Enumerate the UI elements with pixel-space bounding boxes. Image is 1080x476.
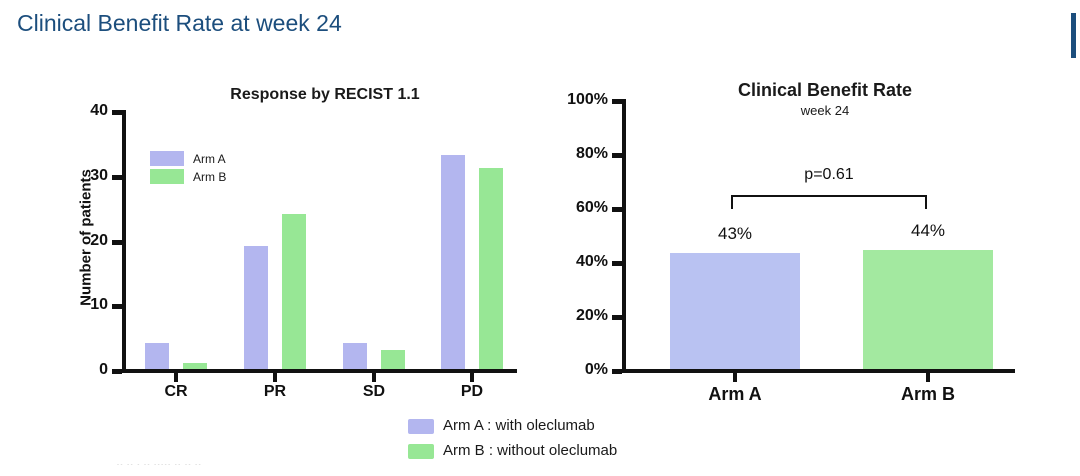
- right-ytick-20: [612, 315, 622, 320]
- right-ytick-label-80: 80%: [575, 145, 608, 162]
- right-xtick-arm-a: [733, 373, 737, 382]
- bottom-legend-label-0: Arm A : with oleclumab: [443, 417, 595, 434]
- p-value-label: p=0.61: [804, 166, 854, 183]
- left-ytick-0: [112, 369, 122, 374]
- bottom-legend-swatch-0: [408, 419, 434, 434]
- bar-cbr-arm-a: [670, 253, 800, 369]
- left-xtick-label-sd: SD: [362, 383, 386, 400]
- right-ytick-0: [612, 369, 622, 374]
- right-chart-y-axis: [622, 99, 626, 373]
- right-ytick-label-0: 0%: [584, 361, 608, 378]
- left-legend-label-arm-b: Arm B: [193, 170, 227, 184]
- left-chart-title: Response by RECIST 1.1: [230, 86, 420, 103]
- bar-cbr-arm-b: [863, 250, 993, 369]
- left-ytick-label-30: 30: [90, 167, 108, 184]
- right-chart-title: Clinical Benefit Rate: [737, 80, 913, 100]
- right-ytick-label-60: 60%: [575, 199, 608, 216]
- right-ytick-label-100: 100%: [567, 91, 608, 108]
- right-xtick-arm-b: [926, 373, 930, 382]
- left-legend-swatch-arm-a: [150, 151, 184, 166]
- bar-arm-b-pr: [282, 214, 306, 369]
- p-value-bracket-right-end: [925, 195, 927, 209]
- right-ytick-60: [612, 207, 622, 212]
- right-ytick-40: [612, 261, 622, 266]
- left-xtick-label-pr: PR: [263, 383, 287, 400]
- bottom-legend-label-1: Arm B : without oleclumab: [443, 442, 618, 459]
- left-ytick-20: [112, 240, 122, 245]
- right-chart-subtitle: week 24: [800, 103, 850, 118]
- left-xtick-pd: [470, 373, 474, 382]
- p-value-bracket-left-end: [731, 195, 733, 209]
- right-ytick-80: [612, 153, 622, 158]
- right-ytick-100: [612, 99, 622, 104]
- left-legend-label-arm-a: Arm A: [193, 152, 226, 166]
- bar-value-label-arm-a: 43%: [717, 224, 753, 243]
- bar-arm-b-sd: [381, 350, 405, 369]
- bar-arm-b-cr: [183, 363, 207, 369]
- bar-arm-a-sd: [343, 343, 367, 369]
- bar-arm-a-cr: [145, 343, 169, 369]
- slide-title: Clinical Benefit Rate at week 24: [17, 10, 342, 36]
- left-ytick-30: [112, 175, 122, 180]
- left-xtick-cr: [174, 373, 178, 382]
- left-ytick-40: [112, 110, 122, 115]
- right-ytick-label-20: 20%: [575, 307, 608, 324]
- left-ytick-label-0: 0: [99, 361, 108, 378]
- left-ytick-10: [112, 304, 122, 309]
- bar-arm-b-pd: [479, 168, 503, 369]
- right-xtick-label-arm-a: Arm A: [708, 384, 762, 404]
- left-ytick-label-20: 20: [90, 232, 108, 249]
- right-xtick-label-arm-b: Arm B: [900, 384, 955, 404]
- left-ytick-label-40: 40: [90, 102, 108, 119]
- left-xtick-label-pd: PD: [460, 383, 484, 400]
- left-chart-y-axis: [122, 110, 126, 373]
- bar-arm-a-pd: [441, 155, 465, 369]
- bar-arm-a-pr: [244, 246, 268, 369]
- left-chart-x-axis: [122, 369, 517, 373]
- p-value-bracket: [731, 195, 927, 197]
- right-ytick-label-40: 40%: [575, 253, 608, 270]
- left-xtick-pr: [273, 373, 277, 382]
- bar-value-label-arm-b: 44%: [910, 221, 946, 240]
- watermark: -- -- - -- ----- -- -- --: [117, 462, 203, 468]
- left-ytick-label-10: 10: [90, 296, 108, 313]
- right-chart-x-axis: [622, 369, 1015, 373]
- left-xtick-label-cr: CR: [164, 383, 188, 400]
- left-xtick-sd: [372, 373, 376, 382]
- left-legend-swatch-arm-b: [150, 169, 184, 184]
- bottom-legend-swatch-1: [408, 444, 434, 459]
- slide-accent-bar: [1071, 13, 1076, 58]
